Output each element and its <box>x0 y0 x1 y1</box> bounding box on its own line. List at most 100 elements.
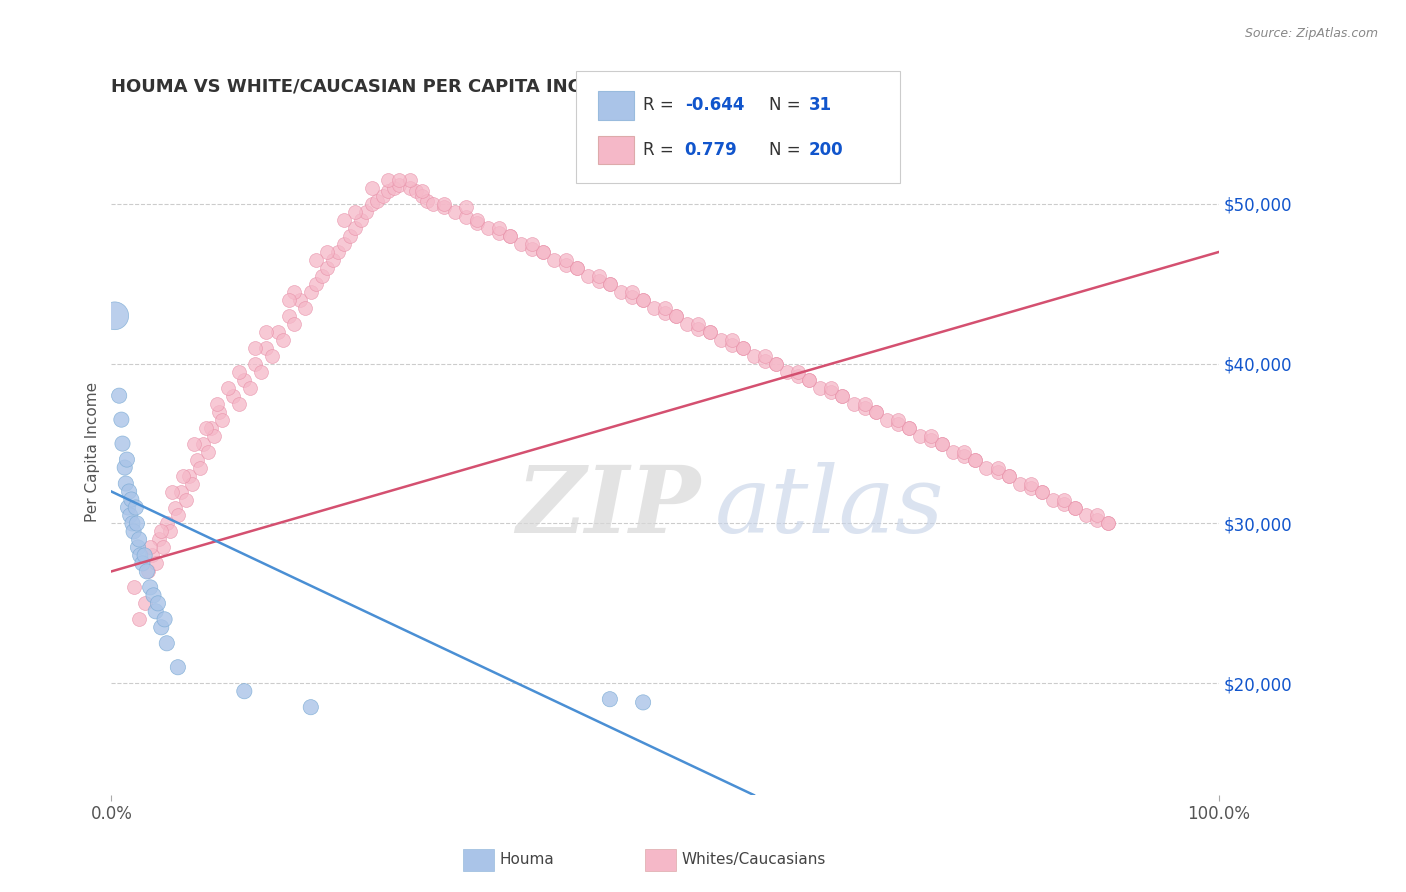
Point <box>720 333 742 347</box>
Point <box>135 565 157 579</box>
Point <box>865 404 887 418</box>
Point <box>965 452 987 467</box>
Text: -0.644: -0.644 <box>685 96 744 114</box>
Point <box>987 466 1010 480</box>
Point <box>156 636 179 650</box>
Point <box>181 476 204 491</box>
Point <box>665 309 688 323</box>
Point <box>931 436 953 450</box>
Point <box>328 244 350 259</box>
Point <box>765 357 787 371</box>
Point <box>488 226 510 240</box>
Point <box>125 500 148 515</box>
Point <box>731 341 754 355</box>
Point <box>599 692 621 706</box>
Point <box>170 484 193 499</box>
Point <box>156 516 179 531</box>
Point <box>842 397 865 411</box>
Y-axis label: Per Capita Income: Per Capita Income <box>86 382 100 522</box>
Point <box>172 468 194 483</box>
Point <box>208 404 231 418</box>
Point <box>388 178 411 192</box>
Point <box>1053 492 1076 507</box>
Point <box>211 412 233 426</box>
Point <box>333 236 356 251</box>
Point <box>522 236 544 251</box>
Point <box>1097 516 1119 531</box>
Text: 0.779: 0.779 <box>685 141 738 159</box>
Point <box>631 695 654 709</box>
Point <box>183 436 205 450</box>
Point <box>654 301 676 315</box>
Point <box>177 468 200 483</box>
Text: ZIP: ZIP <box>516 461 700 551</box>
Point <box>305 277 328 291</box>
Point <box>1053 497 1076 511</box>
Point <box>131 557 153 571</box>
Point <box>150 620 173 634</box>
Point <box>115 452 138 467</box>
Point <box>853 401 876 416</box>
Point <box>299 700 322 714</box>
Point <box>360 197 382 211</box>
Point <box>245 341 267 355</box>
Point <box>153 612 176 626</box>
Point <box>205 397 228 411</box>
Point <box>354 205 377 219</box>
Point <box>399 181 422 195</box>
Point <box>865 404 887 418</box>
Text: Source: ZipAtlas.com: Source: ZipAtlas.com <box>1244 27 1378 40</box>
Point <box>114 460 136 475</box>
Point <box>531 244 554 259</box>
Point <box>148 533 170 547</box>
Point <box>366 194 388 208</box>
Text: R =: R = <box>643 141 679 159</box>
Point <box>194 420 217 434</box>
Point <box>953 450 976 464</box>
Point <box>233 684 256 698</box>
Point <box>114 476 136 491</box>
Point <box>588 274 610 288</box>
Point <box>588 268 610 283</box>
Point <box>316 244 339 259</box>
Point <box>167 660 190 674</box>
Point <box>1031 484 1053 499</box>
Point <box>443 205 465 219</box>
Point <box>920 434 942 448</box>
Point <box>754 349 776 363</box>
Point <box>688 321 710 335</box>
Point <box>1042 492 1064 507</box>
Point <box>145 604 167 618</box>
Point <box>576 268 599 283</box>
Point <box>222 389 245 403</box>
Point <box>339 228 361 243</box>
Point <box>1019 476 1042 491</box>
Point <box>288 293 311 307</box>
Point <box>163 500 186 515</box>
Point <box>360 181 382 195</box>
Point <box>831 389 853 403</box>
Point <box>299 285 322 299</box>
Text: Houma: Houma <box>499 853 554 867</box>
Point <box>488 221 510 235</box>
Point <box>808 381 831 395</box>
Point <box>294 301 316 315</box>
Point <box>997 468 1019 483</box>
Point <box>510 236 533 251</box>
Point <box>742 349 765 363</box>
Point <box>118 484 141 499</box>
Point <box>1064 500 1087 515</box>
Point <box>277 293 299 307</box>
Point <box>942 444 965 458</box>
Point <box>1076 508 1098 523</box>
Point <box>142 588 165 602</box>
Point <box>134 596 156 610</box>
Point <box>271 333 294 347</box>
Point <box>1064 500 1087 515</box>
Point <box>204 428 226 442</box>
Point <box>599 277 621 291</box>
Point <box>565 260 588 275</box>
Point <box>931 436 953 450</box>
Point <box>399 173 422 187</box>
Point <box>316 260 339 275</box>
